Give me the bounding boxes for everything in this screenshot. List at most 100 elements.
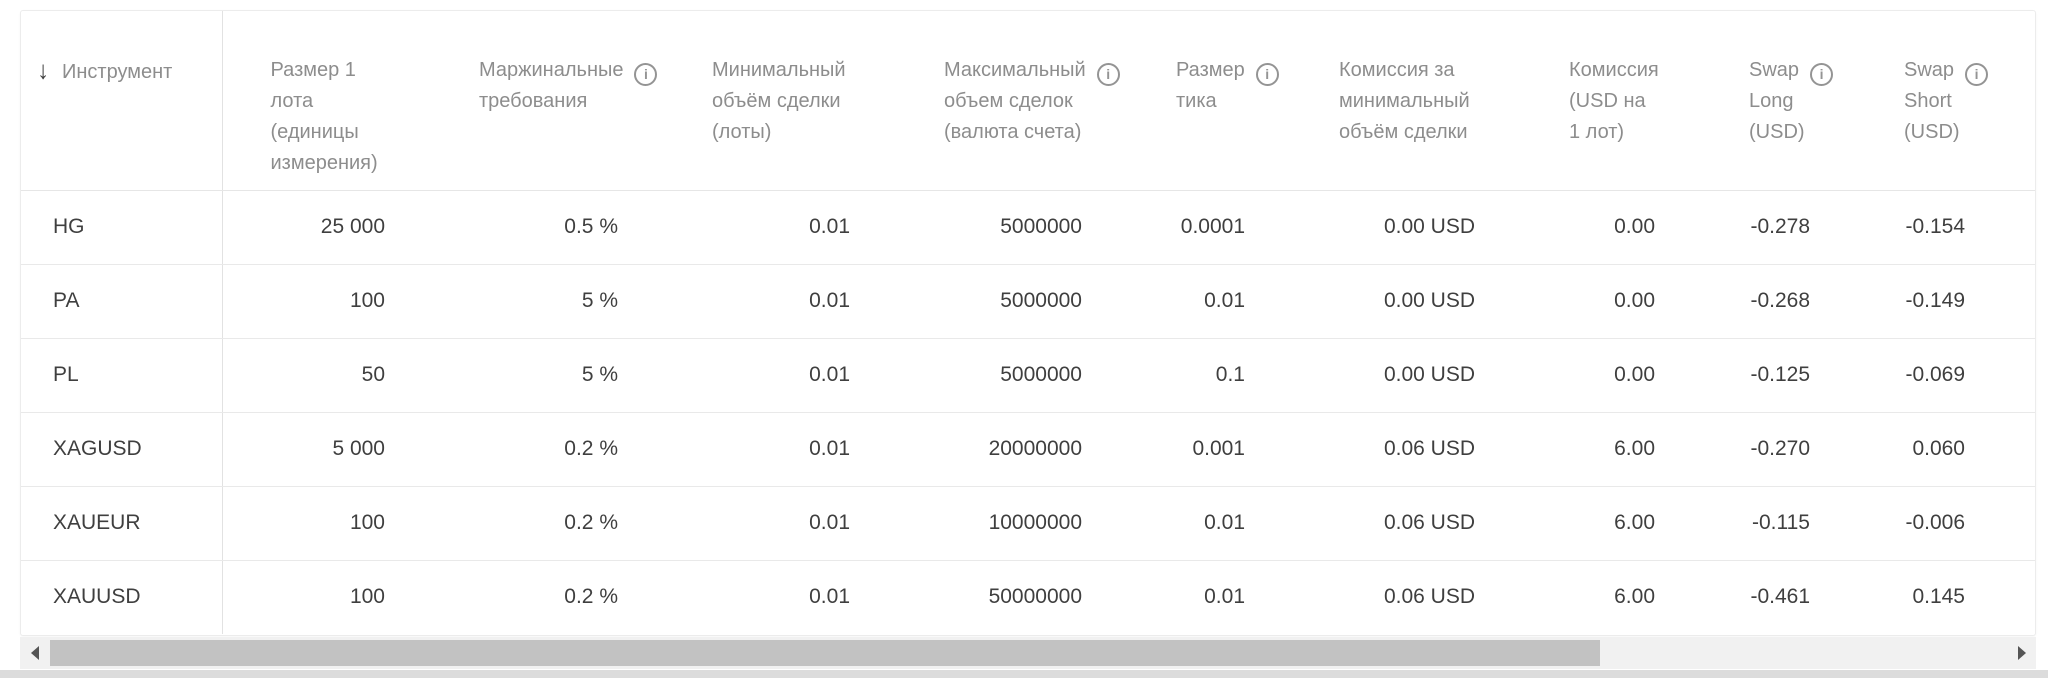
table-row-xagusd: XAGUSD 5 000 0.2 % 0.01 20000000 0.001 0.06 US…	[21, 412, 2035, 487]
instrument-cell: XAGUSD	[21, 412, 223, 487]
cell-swap-short: -0.149	[1880, 264, 2035, 339]
cell-commission-lot: 6.00	[1545, 486, 1725, 561]
column-label-line: Минимальный	[712, 59, 846, 81]
cell-lot-size: 50	[222, 338, 455, 413]
cell-margin: 0.2 %	[564, 585, 618, 609]
column-header-swap-short: Swap i Short (USD)	[1880, 11, 2035, 191]
cell-margin: 0.2 %	[455, 412, 688, 487]
cell-commission-min: 0.00 USD	[1315, 190, 1545, 265]
cell-lot-size: 100	[349, 585, 385, 609]
info-icon[interactable]: i	[1965, 63, 1989, 86]
instrument-specs-table: ↓ Инструмент Размер 1 лота (единицы измерения…	[21, 11, 2035, 634]
cell-commission-lot: 0.00	[1545, 264, 1725, 339]
horizontal-scrollbar[interactable]	[20, 637, 2036, 669]
cell-margin: 5 %	[455, 264, 688, 339]
cell-margin: 0.5 %	[455, 190, 688, 265]
cell-max-volume: 5000000	[920, 190, 1152, 265]
cell-margin: 5 %	[455, 338, 688, 413]
column-header-commission-min: Комиссия за минимальный объём сделки	[1315, 11, 1545, 191]
sort-descending-icon[interactable]: ↓	[37, 56, 49, 85]
column-header-min-volume: Минимальный объём сделки (лоты)	[688, 11, 920, 191]
column-label: Инструмент	[62, 61, 173, 83]
cell-tick-size: 0.1	[1152, 338, 1315, 413]
column-label-line: объём сделки	[712, 90, 841, 112]
cell-commission-lot: 0.00	[1545, 338, 1725, 413]
cell-swap-long: -0.461	[1750, 585, 1810, 609]
cell-commission-lot: 0.00	[1545, 190, 1725, 265]
cell-max-volume: 5000000	[920, 338, 1152, 413]
column-label-line: Маржинальные	[479, 59, 624, 81]
cell-lot-size: 100	[222, 264, 455, 339]
cell-swap-long: -0.268	[1725, 264, 1880, 339]
info-icon[interactable]: i	[1096, 63, 1120, 86]
cell-max-volume: 20000000	[920, 412, 1152, 487]
scroll-right-button[interactable]	[2007, 637, 2036, 669]
cell-tick-size: 0.001	[1152, 412, 1315, 487]
table-row-xauusd: XAUUSD 100 0.2 % 0.01 50000000 0.01 0.06 USD 6.…	[21, 560, 2035, 634]
instrument-cell: PA	[21, 264, 223, 339]
cell-commission-min: 0.06 USD	[1315, 486, 1545, 561]
cell-min-volume: 0.01	[809, 585, 850, 609]
column-label-line: измерения)	[270, 152, 378, 174]
column-header-instrument[interactable]: ↓ Инструмент	[21, 11, 223, 191]
cell-commission-lot: 6.00	[1614, 585, 1655, 609]
cell-min-volume: 0.01	[688, 486, 920, 561]
instrument-cell: PL	[21, 338, 223, 413]
cell-lot-size: 100	[222, 486, 455, 561]
table-row-pa: PA 100 5 % 0.01 5000000 0.01 0.00 USD 0.00 -0.26…	[21, 264, 2035, 339]
column-label-line: Long	[1749, 90, 1794, 112]
scroll-left-button[interactable]	[20, 637, 49, 669]
instrument-cell: XAUUSD	[21, 560, 223, 634]
scrollbar-thumb[interactable]	[50, 640, 1600, 666]
column-label-line: (USD)	[1904, 121, 1960, 143]
cell-max-volume: 50000000	[988, 585, 1082, 609]
column-label-line: (лоты)	[712, 121, 772, 143]
column-header-max-volume: Максимальный i объем сделок (валюта счета)	[920, 11, 1152, 191]
column-label-line: Размер	[1176, 59, 1245, 81]
column-label-line: Максимальный	[944, 59, 1086, 81]
table-row-hg: HG 25 000 0.5 % 0.01 5000000 0.0001 0.00 USD 0.…	[21, 190, 2035, 265]
column-label-line: 1 лот)	[1569, 121, 1625, 143]
cell-swap-long: -0.115	[1725, 486, 1880, 561]
cell-max-volume: 10000000	[920, 486, 1152, 561]
scroll-left-icon	[30, 646, 39, 660]
cell-swap-short: 0.060	[1880, 412, 2035, 487]
cell-lot-size: 5 000	[222, 412, 455, 487]
cell-min-volume: 0.01	[688, 338, 920, 413]
column-label-line: минимальный	[1339, 90, 1470, 112]
cell-min-volume: 0.01	[688, 264, 920, 339]
column-label-line: объём сделки	[1339, 121, 1468, 143]
info-icon[interactable]: i	[1255, 63, 1279, 86]
cell-swap-short: -0.069	[1880, 338, 2035, 413]
cell-commission-lot: 6.00	[1545, 412, 1725, 487]
cell-tick-size: 0.01	[1204, 585, 1245, 609]
table-row-pl: PL 50 5 % 0.01 5000000 0.1 0.00 USD 0.00 -0.125-…	[21, 338, 2035, 413]
column-header-margin: Маржинальные i требования	[455, 11, 688, 191]
scroll-right-icon	[2017, 646, 2026, 660]
cell-commission-min: 0.00 USD	[1315, 264, 1545, 339]
cell-min-volume: 0.01	[688, 412, 920, 487]
column-label-line: (единицы	[270, 121, 359, 143]
column-label-line: Размер 1	[270, 59, 356, 81]
column-label-line: Swap	[1749, 59, 1800, 81]
info-icon[interactable]: i	[1810, 63, 1834, 86]
scrollbar-track[interactable]	[49, 637, 2007, 669]
cell-commission-min: 0.06 USD	[1383, 585, 1475, 609]
column-label-line: требования	[479, 90, 588, 112]
column-header-tick-size: Размер i тика	[1152, 11, 1315, 191]
cell-max-volume: 5000000	[920, 264, 1152, 339]
column-label-line: тика	[1176, 90, 1217, 112]
info-icon[interactable]: i	[634, 63, 658, 86]
column-label-line: Short	[1904, 90, 1952, 112]
cell-commission-min: 0.06 USD	[1315, 412, 1545, 487]
window-bottom-strip	[0, 670, 2048, 678]
column-label-line: (USD на	[1569, 90, 1646, 112]
column-label-line: (USD)	[1749, 121, 1805, 143]
cell-lot-size: 25 000	[222, 190, 455, 265]
cell-swap-short: 0.145	[1912, 585, 1965, 609]
cell-tick-size: 0.01	[1152, 264, 1315, 339]
cell-swap-short: -0.154	[1880, 190, 2035, 265]
column-header-swap-long: Swap i Long (USD)	[1725, 11, 1880, 191]
table-row-xaueur: XAUEUR 100 0.2 % 0.01 10000000 0.01 0.06 USD 6.…	[21, 486, 2035, 561]
cell-tick-size: 0.01	[1152, 486, 1315, 561]
